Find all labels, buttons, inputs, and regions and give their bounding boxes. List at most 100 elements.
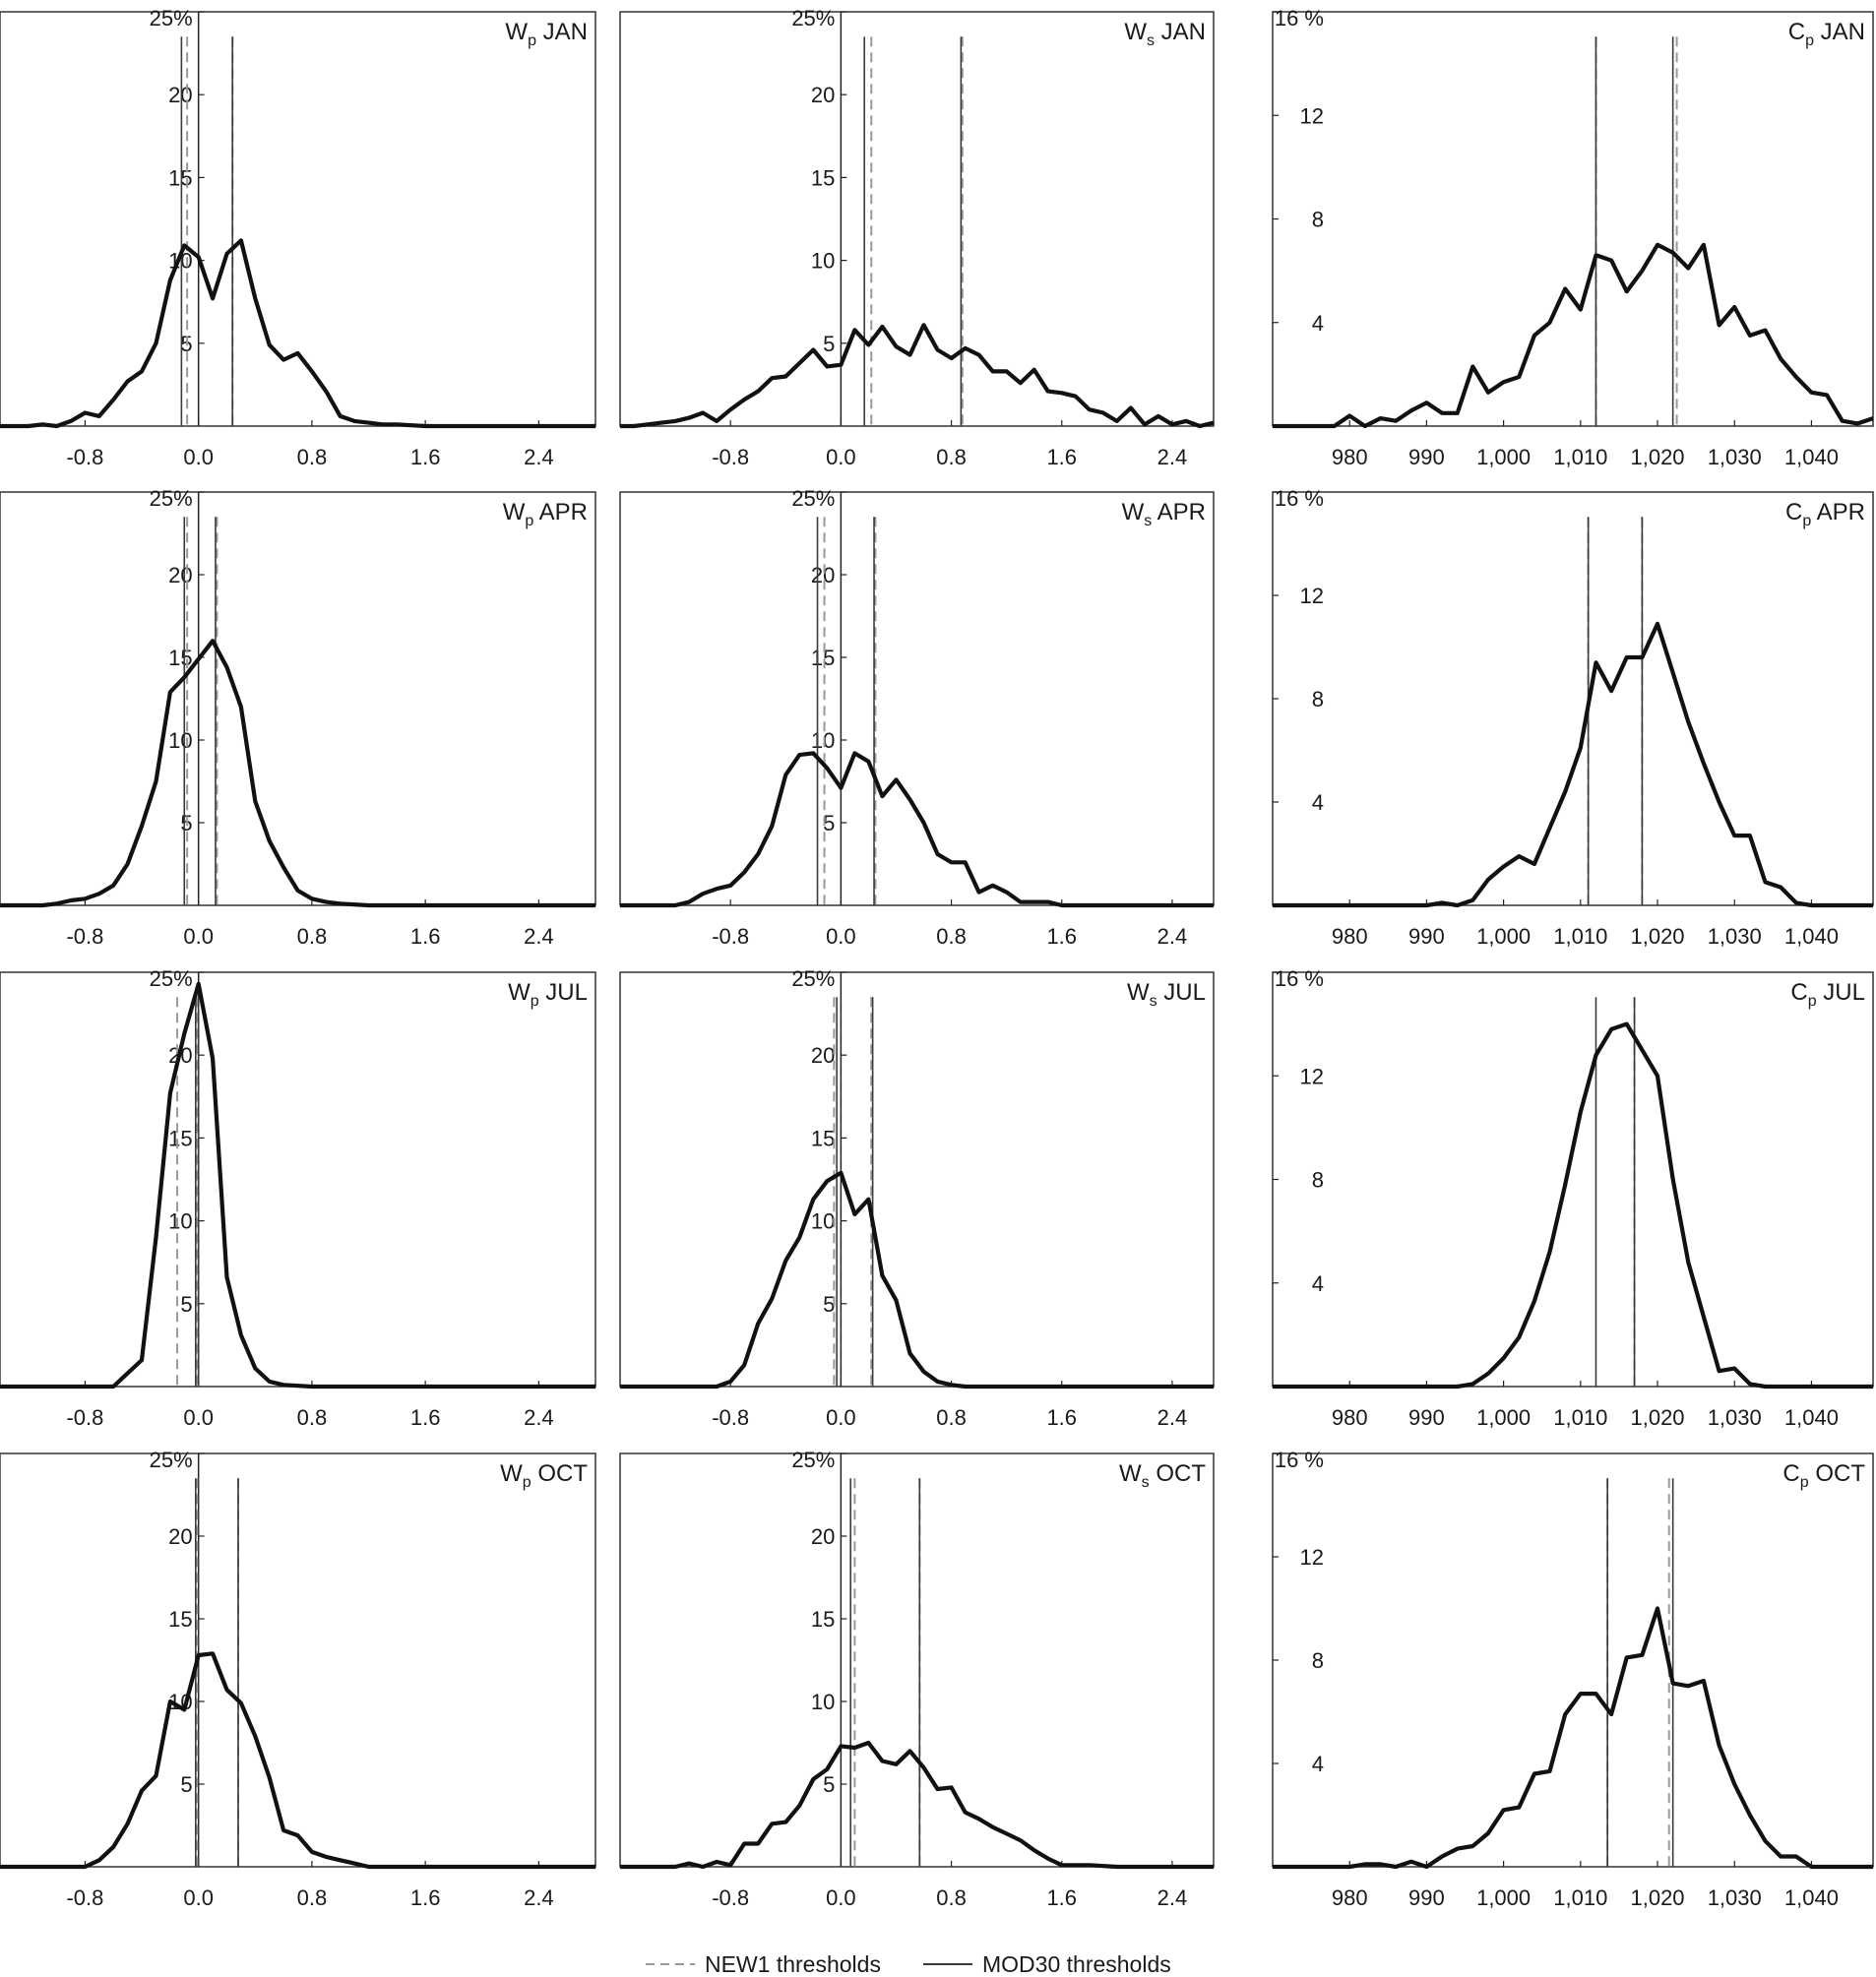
y-tick-label: 25%: [150, 1448, 193, 1472]
x-tick-label: 0.0: [183, 1885, 214, 1910]
series-line-mod30: [1273, 1022, 1873, 1388]
y-tick-label: 16 %: [1275, 966, 1324, 991]
y-tick-label: 15: [168, 1607, 192, 1632]
plot-frame: [0, 491, 596, 906]
y-tick-label: 15: [811, 1126, 835, 1150]
x-tick-label: 1,010: [1553, 1405, 1607, 1430]
x-tick-label: 2.4: [524, 1405, 554, 1430]
x-tick-label: 2.4: [524, 924, 554, 949]
series-line-new1: [1273, 1606, 1873, 1870]
x-tick-label: -0.8: [712, 1885, 749, 1910]
series-line-new1: [0, 1651, 595, 1870]
x-tick-label: 1.6: [410, 1405, 441, 1430]
y-tick-label: 12: [1300, 584, 1324, 608]
y-tick-label: 25%: [150, 6, 193, 31]
series-line-new1: [620, 1170, 1214, 1390]
x-tick-label: 2.4: [1157, 445, 1188, 469]
y-tick-label: 15: [168, 1126, 192, 1150]
series-line-new1: [0, 981, 595, 1390]
y-tick-label: 5: [823, 332, 835, 356]
y-tick-label: 5: [823, 1772, 835, 1797]
x-tick-label: 1,010: [1553, 924, 1607, 949]
panel-title: Wp OCT: [500, 1460, 588, 1491]
y-tick-label: 15: [168, 646, 192, 670]
x-tick-label: 1,010: [1553, 1885, 1607, 1910]
y-tick-label: 4: [1312, 1752, 1324, 1776]
x-tick-label: 0.0: [826, 1405, 856, 1430]
x-tick-label: 1,030: [1708, 1885, 1762, 1910]
panel-title: Ws OCT: [1119, 1460, 1206, 1491]
plot-frame: [619, 491, 1215, 906]
x-tick-label: -0.8: [66, 1405, 103, 1430]
x-tick-label: 0.0: [183, 445, 214, 469]
panel-cp-jan: 16 % 12 8 4 980 990 1,000 1,010 1,020 1,030 1,040 C…: [1272, 6, 1874, 469]
x-tick-label: -0.8: [66, 924, 103, 949]
y-tick-label: 15: [811, 1607, 835, 1632]
x-tick-label: 1,020: [1630, 1885, 1684, 1910]
y-tick-label: 5: [823, 811, 835, 835]
panel-title: Wp APR: [503, 499, 588, 529]
y-tick-label: 25%: [791, 1448, 835, 1472]
x-tick-label: 1.6: [1046, 445, 1077, 469]
panel-title: Ws APR: [1122, 499, 1206, 529]
series-line-new1: [0, 238, 595, 429]
series-line-mod30: [1273, 242, 1874, 427]
x-tick-label: 0.8: [936, 1885, 967, 1910]
x-tick-label: 2.4: [1157, 1405, 1188, 1430]
x-tick-label: 980: [1332, 445, 1368, 469]
plot-frame: [619, 971, 1215, 1388]
panel-ws-jul: 25% 20 15 10 5 -0.8 0.0 0.8 1.6 2.4 Ws JUL: [619, 966, 1215, 1430]
x-tick-label: 1,030: [1708, 445, 1762, 469]
y-tick-label: 10: [811, 728, 835, 753]
x-tick-label: 990: [1408, 1885, 1445, 1910]
series-line-new1: [0, 639, 595, 908]
y-tick-label: 20: [811, 563, 835, 587]
x-tick-label: 1,030: [1708, 1405, 1762, 1430]
series-line-mod30: [0, 983, 595, 1388]
x-tick-label: 990: [1408, 1405, 1445, 1430]
series-line-mod30: [620, 752, 1214, 906]
x-tick-label: 2.4: [1157, 924, 1188, 949]
x-tick-label: 1,040: [1784, 924, 1839, 949]
x-tick-label: 0.8: [936, 445, 967, 469]
x-tick-label: 0.0: [826, 924, 856, 949]
legend-new1-label: NEW1 thresholds: [705, 1951, 881, 1977]
y-tick-label: 10: [811, 249, 835, 274]
x-tick-label: 980: [1332, 1405, 1368, 1430]
y-tick-label: 12: [1300, 1064, 1324, 1088]
y-tick-label: 20: [811, 1043, 835, 1068]
plot-frame: [0, 1452, 596, 1868]
y-tick-label: 20: [168, 83, 192, 107]
x-tick-label: 1,020: [1630, 445, 1684, 469]
panel-title: Ws JAN: [1124, 19, 1206, 49]
plot-frame: [1272, 971, 1874, 1388]
y-tick-label: 16 %: [1275, 486, 1324, 511]
plot-frame: [1272, 491, 1874, 906]
y-tick-label: 15: [168, 165, 192, 190]
x-tick-label: 1.6: [1046, 1405, 1077, 1430]
x-tick-label: 0.0: [183, 924, 214, 949]
y-tick-label: 4: [1312, 790, 1324, 815]
x-tick-label: 1,000: [1476, 1405, 1531, 1430]
panel-ws-oct: 25% 20 15 10 5 -0.8 0.0 0.8 1.6 2.4 Ws OCT: [619, 1448, 1215, 1910]
panel-cp-jul: 16 % 12 8 4 980 990 1,000 1,010 1,020 1,030 1,040 C…: [1272, 966, 1874, 1430]
y-tick-label: 4: [1312, 311, 1324, 336]
y-tick-label: 12: [1300, 103, 1324, 128]
x-tick-label: 1,040: [1784, 1405, 1839, 1430]
series-line-mod30: [620, 1171, 1214, 1388]
x-tick-label: 1,000: [1476, 924, 1531, 949]
x-tick-label: 980: [1332, 1885, 1368, 1910]
x-tick-label: -0.8: [712, 445, 749, 469]
x-tick-label: 0.0: [826, 1885, 856, 1910]
legend: NEW1 thresholds MOD30 thresholds: [646, 1951, 1171, 1977]
x-tick-label: 0.8: [936, 1405, 967, 1430]
y-tick-label: 25%: [150, 486, 193, 511]
series-line-new1: [620, 1740, 1214, 1870]
x-tick-label: 1,000: [1476, 445, 1531, 469]
y-tick-label: 10: [811, 1690, 835, 1714]
panel-title: Cp APR: [1785, 499, 1865, 529]
panel-cp-oct: 16 % 12 8 4 980 990 1,000 1,010 1,020 1,030 1,040 C…: [1272, 1448, 1874, 1910]
